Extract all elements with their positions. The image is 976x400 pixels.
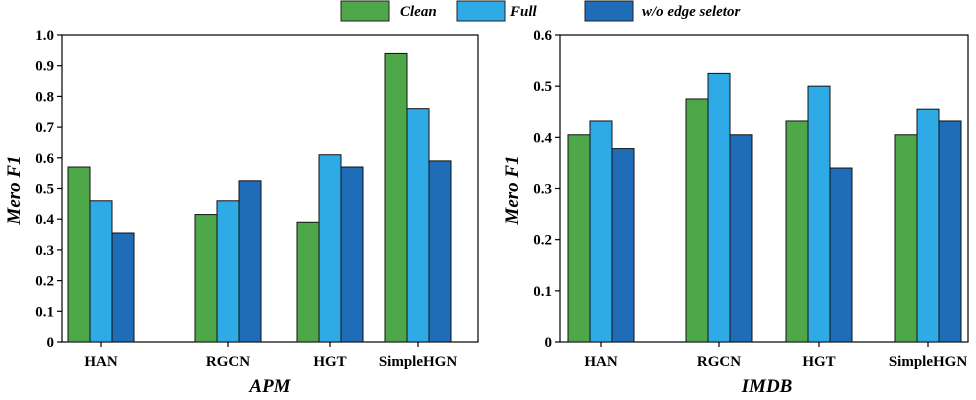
y-tick-label: 0.2 [35,274,54,290]
bar-simplehgn-0 [384,52,408,343]
chart-apm: 0 0.1 0.2 0.3 0.4 0.5 0.6 0.7 0.8 0.9 1.0 HAN RGCN HG… [4,28,479,397]
legend-label-2: w/o edge seletor [642,4,740,20]
x-tick-label: SimpleHGN [379,354,458,370]
bar-hgt-1 [807,85,831,343]
bar-simplehgn-1 [916,108,940,343]
y-tick-label: 0.7 [35,120,54,136]
y-axis-label: Mero F1 [4,155,25,225]
legend-swatch-2 [584,0,634,22]
y-tick-label: 0.4 [35,212,54,228]
legend-label-1: Full [509,4,538,20]
y-tick-label: 0.3 [533,182,552,198]
x-tick-label: RGCN [206,354,250,370]
y-tick-label: 0.4 [533,130,552,146]
bar-han-0 [67,166,91,343]
y-tick-label: 0.1 [533,284,552,300]
y-tick-label: 0.3 [35,243,54,259]
y-tick-label: 0.1 [35,304,54,320]
legend-swatch-1 [456,0,506,22]
y-tick-label: 0 [545,335,553,351]
legend-swatch-0 [340,0,390,22]
bar-rgcn-2 [238,180,262,343]
y-tick-label: 1.0 [35,28,54,44]
bar-rgcn-0 [685,98,709,343]
y-tick-label: 0.2 [533,233,552,249]
bar-rgcn-0 [194,214,218,343]
y-tick-label: 0.6 [35,151,54,167]
y-tick-label: 0.9 [35,59,54,75]
bar-hgt-0 [296,221,320,343]
x-axis-label: APM [248,376,291,397]
bar-han-2 [111,232,135,343]
y-tick-label: 0.5 [35,182,54,198]
legend: Clean Full w/o edge seletor [340,0,740,22]
bar-han-0 [567,134,591,343]
bar-simplehgn-1 [406,108,430,343]
bar-han-1 [89,200,113,343]
y-tick-label: 0.5 [533,79,552,95]
bar-hgt-2 [340,166,364,343]
bar-hgt-1 [318,154,342,343]
bar-hgt-2 [829,167,853,343]
y-tick-label: 0 [47,335,55,351]
legend-label-0: Clean [400,4,437,20]
bar-simplehgn-2 [428,160,452,343]
x-tick-label: RGCN [697,354,741,370]
x-axis-label: IMDB [741,376,793,397]
bar-rgcn-1 [707,72,731,343]
y-axis-label: Mero F1 [502,155,523,225]
x-tick-label: HAN [584,354,618,370]
x-tick-label: HGT [313,354,346,370]
bar-han-1 [589,120,613,343]
bar-simplehgn-2 [938,120,962,343]
y-tick-label: 0.8 [35,89,54,105]
bar-simplehgn-0 [894,134,918,343]
chart-imdb: 0 0.1 0.2 0.3 0.4 0.5 0.6 HAN RGCN HGT SimpleHGN Me… [502,28,969,397]
bar-rgcn-1 [216,200,240,343]
bar-rgcn-2 [729,134,753,343]
x-tick-label: HGT [802,354,835,370]
bar-hgt-0 [785,120,809,343]
x-tick-label: SimpleHGN [889,354,968,370]
y-tick-label: 0.6 [533,28,552,44]
x-tick-label: HAN [84,354,118,370]
bar-han-2 [611,148,635,343]
